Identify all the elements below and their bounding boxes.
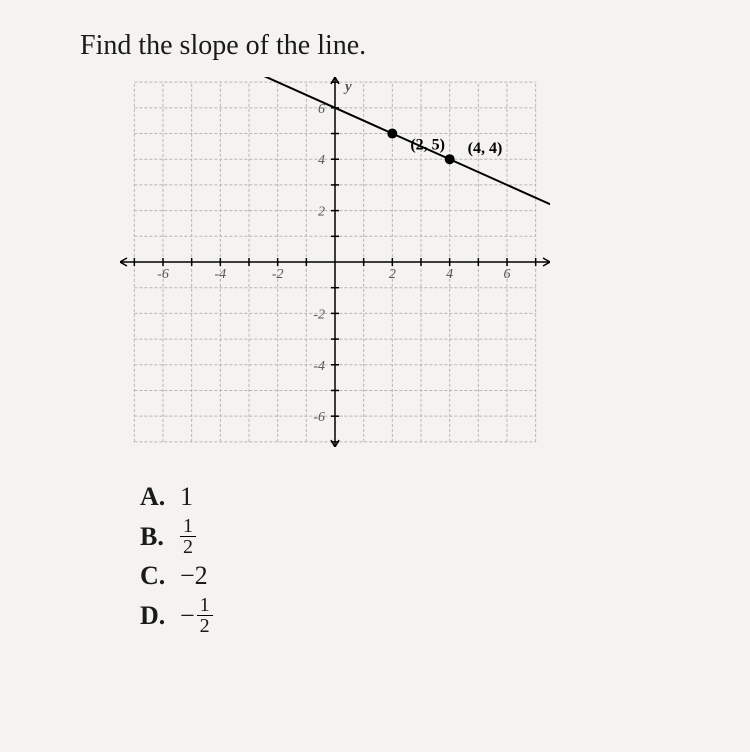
fraction-denominator: 2 bbox=[180, 537, 196, 557]
svg-text:6: 6 bbox=[504, 267, 511, 282]
svg-text:2: 2 bbox=[318, 205, 325, 220]
svg-text:-2: -2 bbox=[313, 307, 325, 322]
answer-list: A. 1 B. 1 2 C. −2 D. − 1 2 bbox=[140, 482, 710, 636]
answer-choice-b: B. 1 2 bbox=[140, 516, 710, 557]
fraction-numerator: 1 bbox=[197, 595, 213, 616]
fraction: 1 2 bbox=[180, 516, 196, 557]
answer-letter: B. bbox=[140, 522, 180, 552]
negative-sign: − bbox=[180, 601, 195, 631]
answer-choice-d: D. − 1 2 bbox=[140, 595, 710, 636]
svg-text:-4: -4 bbox=[214, 267, 226, 282]
svg-text:4: 4 bbox=[318, 153, 325, 168]
answer-letter: A. bbox=[140, 482, 180, 512]
answer-letter: D. bbox=[140, 601, 180, 631]
svg-text:6: 6 bbox=[318, 102, 325, 117]
fraction-numerator: 1 bbox=[180, 516, 196, 537]
svg-text:-6: -6 bbox=[313, 410, 325, 425]
answer-choice-c: C. −2 bbox=[140, 561, 710, 591]
answer-letter: C. bbox=[140, 561, 180, 591]
answer-value: − 1 2 bbox=[180, 595, 213, 636]
answer-value: 1 2 bbox=[180, 516, 196, 557]
answer-value: 1 bbox=[180, 482, 193, 512]
svg-text:-6: -6 bbox=[157, 267, 169, 282]
answer-value: −2 bbox=[180, 561, 208, 591]
svg-text:(2, 5): (2, 5) bbox=[410, 137, 445, 154]
graph-container: -6-4-2246-6-4-2246xy(2, 5)(4, 4) bbox=[120, 77, 710, 452]
fraction: 1 2 bbox=[197, 595, 213, 636]
svg-text:-4: -4 bbox=[313, 359, 325, 374]
svg-text:4: 4 bbox=[446, 267, 453, 282]
svg-text:(4, 4): (4, 4) bbox=[468, 140, 503, 157]
svg-text:-2: -2 bbox=[272, 267, 284, 282]
question-text: Find the slope of the line. bbox=[80, 30, 710, 62]
answer-choice-a: A. 1 bbox=[140, 482, 710, 512]
svg-text:2: 2 bbox=[389, 267, 396, 282]
coordinate-graph: -6-4-2246-6-4-2246xy(2, 5)(4, 4) bbox=[120, 77, 550, 447]
fraction-denominator: 2 bbox=[197, 616, 213, 636]
svg-text:y: y bbox=[343, 79, 352, 95]
